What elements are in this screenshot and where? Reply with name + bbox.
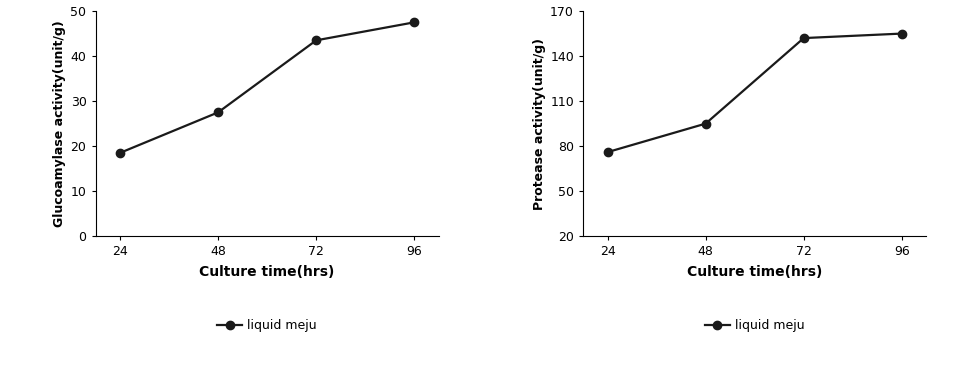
liquid meju bbox=[798, 36, 810, 40]
Legend: liquid meju: liquid meju bbox=[700, 314, 810, 337]
liquid meju bbox=[310, 38, 322, 42]
Legend: liquid meju: liquid meju bbox=[212, 314, 322, 337]
liquid meju bbox=[212, 110, 223, 114]
Y-axis label: Glucoamylase activity(unit/g): Glucoamylase activity(unit/g) bbox=[53, 20, 66, 227]
Line: liquid meju: liquid meju bbox=[604, 30, 906, 156]
liquid meju bbox=[602, 150, 613, 154]
X-axis label: Culture time(hrs): Culture time(hrs) bbox=[687, 265, 822, 279]
Line: liquid meju: liquid meju bbox=[116, 18, 418, 157]
liquid meju bbox=[409, 20, 420, 24]
liquid meju bbox=[700, 121, 711, 126]
liquid meju bbox=[896, 31, 907, 36]
X-axis label: Culture time(hrs): Culture time(hrs) bbox=[200, 265, 335, 279]
liquid meju bbox=[115, 151, 126, 155]
Y-axis label: Protease activity(unit/g): Protease activity(unit/g) bbox=[533, 38, 546, 210]
